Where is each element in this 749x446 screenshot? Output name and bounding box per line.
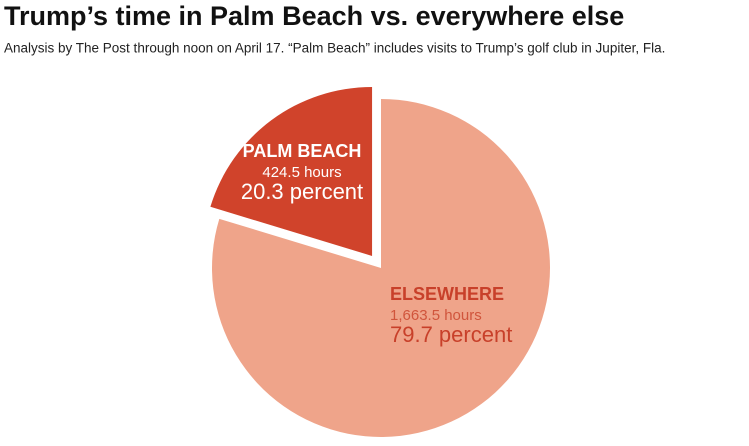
hours-label: 424.5 hours xyxy=(262,164,341,181)
chart-title: Trump’s time in Palm Beach vs. everywher… xyxy=(4,1,624,31)
value-label: 20.3 percent xyxy=(241,179,363,204)
hours-label: 1,663.5 hours xyxy=(390,307,482,324)
value-label: 79.7 percent xyxy=(390,322,512,347)
chart-subtitle: Analysis by The Post through noon on Apr… xyxy=(4,41,665,56)
slice-label: PALM BEACH xyxy=(243,141,362,161)
pie-slice xyxy=(212,99,550,437)
pie-slice xyxy=(210,86,373,256)
slice-label: ELSEWHERE xyxy=(390,284,504,304)
